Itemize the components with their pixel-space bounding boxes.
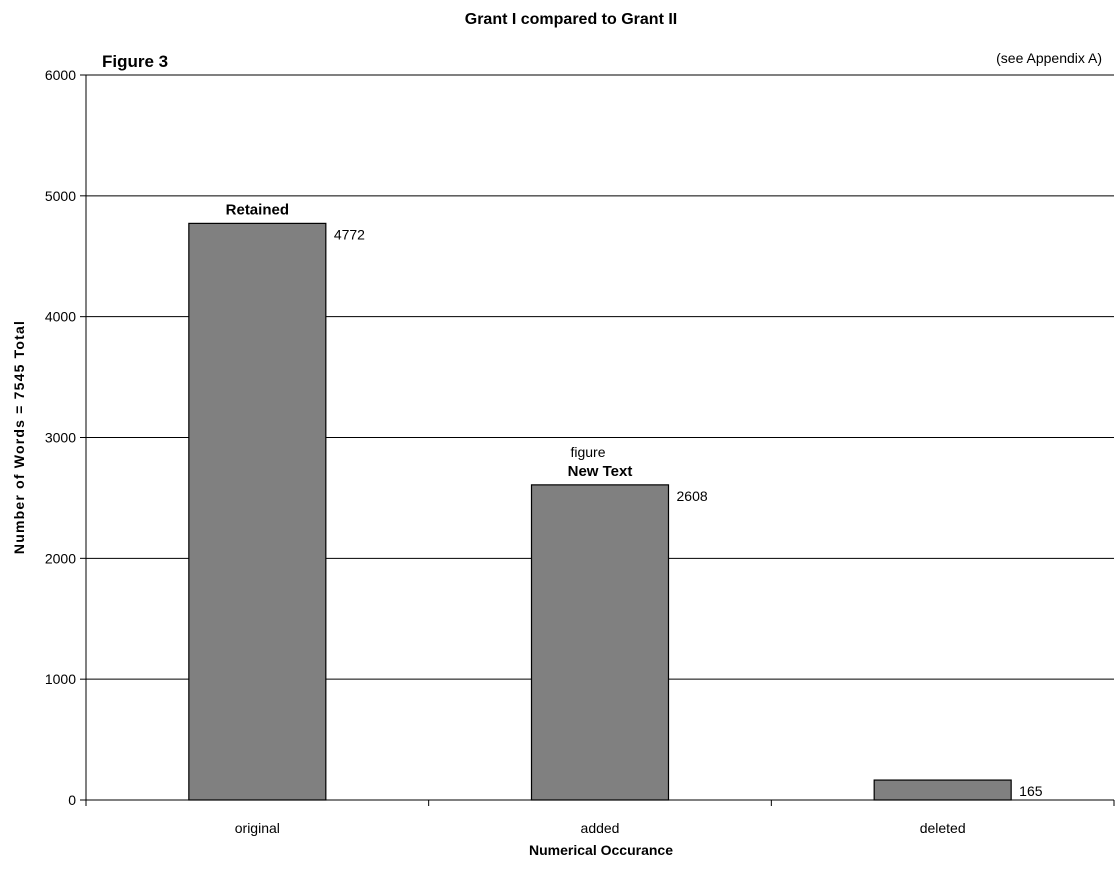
y-tick-label-3000: 3000 <box>45 430 76 446</box>
appendix-note: (see Appendix A) <box>996 50 1102 66</box>
y-tick-label-1000: 1000 <box>45 671 76 687</box>
chart-title: Grant I compared to Grant II <box>465 11 677 28</box>
x-axis-title: Numerical Occurance <box>529 842 673 858</box>
data-label-added: 2608 <box>677 488 708 504</box>
figure-label: Figure 3 <box>102 52 168 71</box>
y-tick-label-0: 0 <box>68 792 76 808</box>
y-tick-label-5000: 5000 <box>45 188 76 204</box>
bar-original <box>188 222 327 801</box>
y-axis-title: Number of Words = 7545 Total <box>11 320 27 554</box>
bar-annotation-added: New Text <box>568 463 633 480</box>
bar-deleted <box>873 779 1012 801</box>
data-label-deleted: 165 <box>1019 783 1043 799</box>
chart-text: Grant I compared to Grant II Figure 3 (s… <box>11 11 1102 858</box>
stray-annotation: figure <box>570 444 605 460</box>
x-tick-label-original: original <box>235 820 280 836</box>
axes: 0 1000 2000 3000 4000 5000 6000 original added de… <box>45 67 1115 836</box>
x-tick-label-deleted: deleted <box>920 820 966 836</box>
y-tick-label-4000: 4000 <box>45 309 76 325</box>
data-label-original: 4772 <box>334 226 365 242</box>
bars: 4772 Retained 2608 New Text 165 <box>188 201 1043 801</box>
bar-annotation-original: Retained <box>226 201 289 218</box>
bar-added <box>530 484 670 801</box>
y-tick-label-6000: 6000 <box>45 67 76 83</box>
x-tick-label-added: added <box>581 820 620 836</box>
y-tick-label-2000: 2000 <box>45 550 76 566</box>
